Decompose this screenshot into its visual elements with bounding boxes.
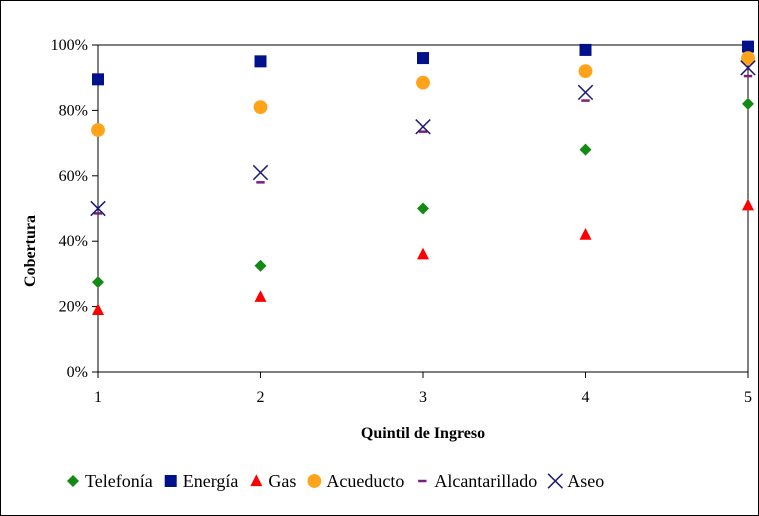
- x-tick-label: 4: [582, 389, 590, 406]
- x-tick-label: 3: [419, 389, 427, 406]
- legend-marker-aseo: [547, 473, 564, 489]
- data-point-telefonia: [92, 276, 104, 289]
- x-axis: 1 2 3 4 5: [94, 372, 752, 406]
- data-point-aseo: [90, 200, 106, 217]
- data-point-telefonia: [579, 143, 592, 156]
- data-point-aseo: [740, 60, 756, 76]
- y-axis-title: Cobertura: [22, 215, 39, 287]
- data-point-gas: [92, 303, 104, 315]
- y-tick-label: 0%: [67, 364, 88, 381]
- data-point-energia: [742, 40, 754, 53]
- legend-marker-telefonia: [67, 475, 79, 487]
- data-point-gas: [254, 290, 267, 302]
- data-point-telefonia: [254, 259, 267, 272]
- data-point-gas: [417, 247, 429, 260]
- data-point-aseo: [577, 84, 594, 101]
- data-point-acueducto: [578, 64, 593, 79]
- data-point-energia: [92, 73, 104, 86]
- data-point-telefonia: [742, 97, 754, 110]
- legend-marker-gas: [250, 474, 263, 487]
- legend-label-aseo: Aseo: [567, 471, 604, 491]
- data-point-acueducto: [253, 100, 268, 115]
- legend: Telefonía Energía Gas Acueducto Alcantarilla…: [67, 471, 604, 491]
- legend-marker-acueducto: [307, 474, 322, 488]
- legend-label-energia: Energía: [183, 471, 239, 491]
- legend-label-alcantarillado: Alcantarillado: [434, 471, 537, 491]
- x-tick-label: 5: [744, 389, 752, 406]
- data-point-energia: [417, 52, 429, 65]
- data-point-telefonia: [417, 202, 429, 215]
- y-tick-label: 80%: [59, 102, 88, 119]
- data-point-acueducto: [91, 123, 105, 137]
- legend-label-telefonia: Telefonía: [85, 471, 153, 491]
- legend-marker-energia: [164, 475, 177, 487]
- y-axis: 0% 20% 40% 60% 80% 100%: [51, 37, 98, 381]
- data-point-acueducto: [416, 75, 430, 90]
- y-tick-label: 20%: [59, 299, 88, 316]
- legend-label-acueducto: Acueducto: [326, 471, 404, 491]
- x-tick-label: 1: [94, 389, 102, 406]
- x-tick-label: 2: [257, 389, 265, 406]
- legend-label-gas: Gas: [268, 471, 296, 491]
- y-tick-label: 60%: [59, 168, 88, 185]
- y-tick-label: 40%: [59, 233, 88, 250]
- data-point-aseo: [415, 119, 431, 135]
- data-point-aseo: [252, 164, 269, 181]
- data-point-energia: [254, 55, 267, 68]
- data-point-gas: [579, 228, 592, 240]
- y-tick-label: 100%: [51, 37, 88, 54]
- data-point-acueducto: [741, 51, 755, 65]
- data-points: [90, 40, 756, 315]
- data-point-gas: [742, 198, 754, 211]
- data-point-energia: [579, 43, 592, 56]
- x-axis-title: Quintil de Ingreso: [361, 425, 485, 442]
